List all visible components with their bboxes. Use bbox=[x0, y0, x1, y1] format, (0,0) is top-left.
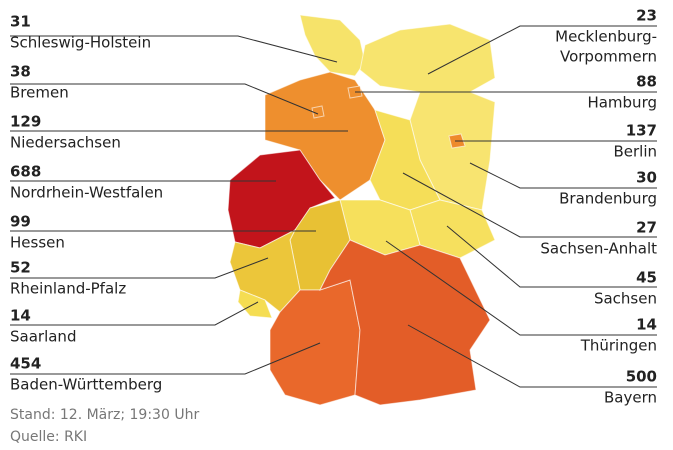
leader-lines bbox=[10, 25, 657, 388]
region-value: 129 bbox=[10, 113, 41, 131]
region-name: Bremen bbox=[10, 84, 69, 102]
region-name: Hessen bbox=[10, 234, 65, 252]
region-value: 45 bbox=[636, 269, 657, 287]
region-value: 88 bbox=[636, 73, 657, 91]
region-name: Bayern bbox=[604, 389, 657, 407]
region-value: 14 bbox=[636, 316, 657, 334]
region-value: 27 bbox=[636, 219, 657, 237]
labels: 31 Schleswig-Holstein 38 Bremen 129 Niedersac… bbox=[10, 7, 657, 407]
region-name: Hamburg bbox=[587, 94, 657, 112]
region bbox=[299, 14, 366, 77]
region-value: 137 bbox=[626, 122, 657, 140]
region-value: 500 bbox=[626, 368, 657, 386]
region-value: 688 bbox=[10, 163, 41, 181]
leader-line bbox=[427, 25, 657, 75]
region-name: Vorpommern bbox=[560, 48, 657, 66]
leader-line bbox=[10, 83, 319, 115]
region-name: Sachsen bbox=[594, 290, 657, 308]
region-name: Mecklenburg- bbox=[555, 28, 657, 46]
footer-source: Quelle: RKI bbox=[10, 429, 87, 445]
region bbox=[359, 23, 496, 93]
region bbox=[311, 105, 325, 119]
leader-line bbox=[10, 35, 338, 63]
region-name: Brandenburg bbox=[559, 190, 657, 208]
region-name: Berlin bbox=[613, 143, 657, 161]
region-name: Schleswig-Holstein bbox=[10, 34, 151, 52]
leader-line bbox=[407, 324, 657, 388]
leader-line bbox=[10, 301, 259, 326]
region-value: 454 bbox=[10, 355, 41, 373]
leader-line bbox=[446, 225, 657, 288]
region-value: 14 bbox=[10, 307, 31, 325]
footer-date: Stand: 12. März; 19:30 Uhr bbox=[10, 407, 199, 423]
region-name: Thüringen bbox=[580, 337, 657, 355]
region-name: Saarland bbox=[10, 328, 76, 346]
region-value: 99 bbox=[10, 213, 31, 231]
region-name: Niedersachsen bbox=[10, 134, 121, 152]
region-name: Nordrhein-Westfalen bbox=[10, 184, 163, 202]
leader-line bbox=[10, 342, 321, 375]
region-value: 23 bbox=[636, 7, 657, 25]
region-value: 31 bbox=[10, 13, 31, 31]
region bbox=[319, 239, 491, 406]
region-value: 38 bbox=[10, 63, 31, 81]
map bbox=[227, 14, 496, 406]
region-value: 30 bbox=[636, 169, 657, 187]
leader-line bbox=[10, 257, 269, 279]
leader-line bbox=[469, 162, 657, 189]
leader-line bbox=[385, 240, 657, 336]
region-name: Baden-Württemberg bbox=[10, 376, 162, 394]
region-name: Rheinland-Pfalz bbox=[10, 280, 126, 298]
region-name: Sachsen-Anhalt bbox=[540, 240, 657, 258]
leader-line bbox=[402, 172, 657, 238]
region-value: 52 bbox=[10, 259, 31, 277]
